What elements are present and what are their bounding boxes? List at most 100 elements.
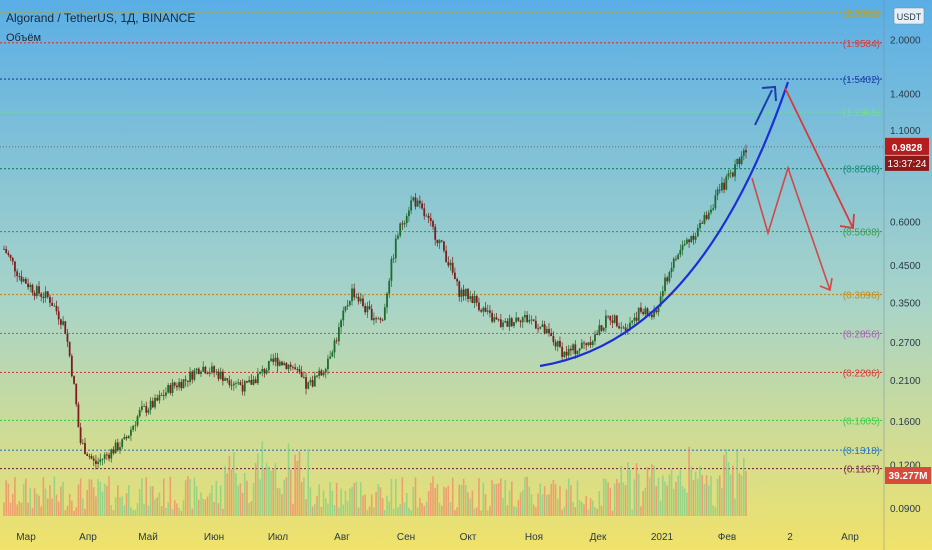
volume-bar [392,508,395,516]
volume-bar [675,481,677,516]
volume-bar [75,507,78,516]
volume-bar [491,480,493,516]
volume-bar [60,486,62,516]
volume-bar [342,504,345,516]
candle-body [539,327,542,329]
candle-body [3,248,5,250]
candle-body [86,453,89,456]
volume-bar [309,487,312,516]
volume-bar [283,479,285,516]
volume-bar [25,478,27,516]
volume-bar [745,471,747,516]
xtick-label-12: 2 [787,532,793,543]
candle-body [103,454,106,459]
candle-body [259,371,261,374]
candle-body [24,279,27,284]
volume-bar [294,454,296,516]
volume-bar [263,468,266,516]
candle-body [348,301,351,305]
volume-bar [7,483,10,516]
candle-body [723,182,726,190]
last-price-badge [885,137,929,155]
volume-bar [71,500,73,516]
volume-bar [79,478,82,516]
volume-bar [697,478,699,516]
volume-bar [154,499,156,516]
candle-body [456,279,458,282]
candle-body [68,341,71,356]
candle-body [362,298,364,306]
candle-body [471,296,474,304]
volume-bar [274,463,277,516]
volume-bar [141,477,143,516]
volume-bar [233,452,235,516]
candle-body [640,307,642,312]
candle-body [256,373,259,384]
volume-bar [521,490,524,516]
volume-bar [438,502,441,516]
volume-bar [421,503,423,516]
currency-badge[interactable]: USDT [893,7,925,25]
candle-body [215,371,218,373]
candle-body [232,383,235,386]
candle-body [436,239,439,244]
volume-bar [707,485,710,516]
candle-body [738,158,741,165]
candle-body [664,277,666,291]
candle-body [186,380,189,382]
volume-bar [377,484,380,516]
volume-bar [368,506,371,516]
volume-bar [410,510,412,516]
volume-bar [732,465,734,516]
volume-bar [53,476,56,516]
volume-bar [18,501,21,516]
volume-bar [381,497,384,516]
candle-body [475,296,478,303]
volume-bar [125,493,128,516]
candle-body [416,200,419,207]
volume-bar [686,492,688,516]
volume-bar [152,486,154,516]
candle-body [211,366,213,373]
candle-body [502,322,504,327]
volume-indicator-label[interactable]: Объём [6,32,41,44]
volume-bar [703,484,706,516]
volume-bar [692,480,695,516]
candle-body [165,392,167,396]
symbol-title[interactable]: Algorand / TetherUS, 1Д, BINANCE [6,11,195,25]
candle-body [453,272,456,280]
level-label-6: (0.3696) [843,291,880,302]
xtick-label-10: 2021 [651,532,674,543]
candle-body [344,306,347,311]
candle-body [655,310,658,313]
volume-bar [173,500,176,516]
volume-bar [346,500,349,516]
level-label-5: (0.5608) [843,228,880,239]
ytick-label-3: 0.6000 [890,217,921,228]
volume-bar [502,498,504,516]
candle-body [316,375,318,377]
candle-body [681,245,684,250]
candle-body [458,281,461,297]
volume-bar [497,483,500,516]
candle-body [368,306,371,309]
volume-bar [716,478,719,516]
candle-body [414,197,417,207]
volume-bar [449,502,452,516]
candle-body [410,200,413,211]
volume-bar [642,491,644,516]
candle-body [307,382,310,389]
volume-bar [585,495,588,516]
volume-bar [736,451,739,516]
candle-body [524,314,526,318]
candle-body [561,346,564,357]
candle-body [731,172,734,177]
volume-bar [524,477,526,516]
candle-body [62,321,64,325]
candle-body [184,379,187,381]
volume-bar [300,482,303,516]
candle-body [633,317,636,321]
volume-bar [734,498,736,516]
candle-body [480,310,483,312]
